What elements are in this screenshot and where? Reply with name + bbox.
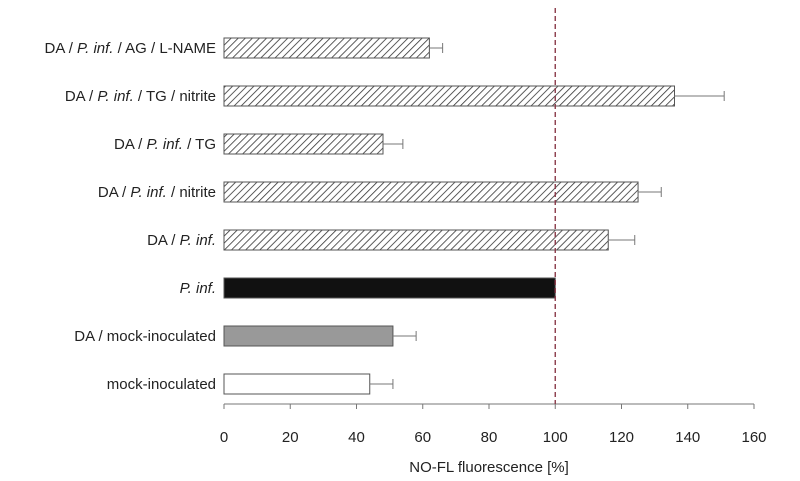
x-tick-label-6: 120 — [609, 429, 634, 446]
error-bar-3 — [638, 187, 662, 197]
category-label-0: DA / P. inf. / AG / L-NAME — [45, 40, 216, 57]
x-tick-label-3: 60 — [414, 429, 431, 446]
bar-6 — [223, 325, 394, 347]
error-bar-4 — [608, 235, 636, 245]
category-label-1: DA / P. inf. / TG / nitrite — [65, 88, 216, 105]
bar-3 — [223, 181, 639, 203]
bar-2 — [223, 133, 384, 155]
x-axis: 0 20 40 60 80 100 120 140 160 — [220, 8, 767, 446]
bar-1 — [223, 85, 675, 107]
error-bar-7 — [369, 379, 394, 389]
x-tick-label-8: 160 — [741, 429, 766, 446]
category-label-5: P. inf. — [180, 280, 216, 297]
x-axis-title: NO-FL fluorescence [%] — [409, 459, 569, 476]
x-tick-label-7: 140 — [675, 429, 700, 446]
bars-layer — [223, 37, 725, 395]
category-label-6: DA / mock-inoculated — [74, 328, 216, 345]
x-tick-label-2: 40 — [348, 429, 365, 446]
category-label-4: DA / P. inf. — [147, 232, 216, 249]
category-labels: DA / P. inf. / AG / L-NAME DA / P. inf. /… — [45, 40, 216, 393]
error-bar-2 — [383, 139, 404, 149]
x-tick-label-4: 80 — [481, 429, 498, 446]
x-tick-label-1: 20 — [282, 429, 299, 446]
bar-0 — [223, 37, 430, 59]
error-bar-6 — [392, 331, 417, 341]
error-bar-1 — [674, 91, 725, 101]
bar-5 — [223, 277, 556, 299]
bar-7 — [223, 373, 371, 395]
category-label-2: DA / P. inf. / TG — [114, 136, 216, 153]
x-tick-label-5: 100 — [543, 429, 568, 446]
error-bar-0 — [429, 43, 444, 53]
category-label-7: mock-inoculated — [107, 376, 216, 393]
bar-4 — [223, 229, 609, 251]
x-tick-label-0: 0 — [220, 429, 228, 446]
category-label-3: DA / P. inf. / nitrite — [98, 184, 216, 201]
